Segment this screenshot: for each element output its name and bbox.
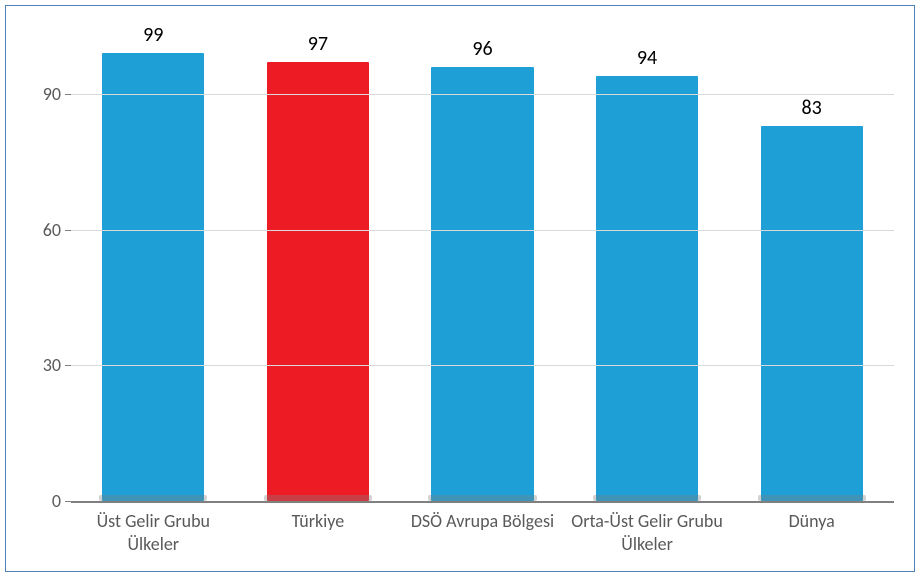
bar-slot: 99: [71, 26, 236, 501]
y-axis-label: 0: [52, 490, 71, 512]
plot-area: 9997969483 0306090: [71, 26, 894, 501]
bar-slot: 97: [236, 26, 401, 501]
bar: 83: [761, 126, 863, 501]
y-axis-label: 30: [43, 354, 71, 376]
bars-group: 9997969483: [71, 26, 894, 501]
x-axis-baseline: [71, 501, 894, 503]
grid-line: [71, 365, 894, 366]
y-axis-label: 60: [43, 219, 71, 241]
bar-value-label: 94: [637, 46, 657, 70]
bar-value-label: 99: [143, 23, 163, 47]
bar-value-label: 97: [308, 32, 328, 56]
x-axis-category-label: Orta-Üst Gelir Grubu Ülkeler: [565, 506, 730, 561]
x-axis-category-label: Türkiye: [236, 506, 401, 561]
bar: 99: [102, 53, 204, 501]
x-axis-category-label: DSÖ Avrupa Bölgesi: [400, 506, 565, 561]
bar-slot: 94: [565, 26, 730, 501]
x-axis-category-label: Üst Gelir Grubu Ülkeler: [71, 506, 236, 561]
grid-line: [71, 230, 894, 231]
y-axis-label: 90: [43, 83, 71, 105]
x-axis-labels: Üst Gelir Grubu ÜlkelerTürkiyeDSÖ Avrupa…: [71, 506, 894, 561]
bar: 97: [267, 62, 369, 501]
x-axis-category-label: Dünya: [729, 506, 894, 561]
bar: 96: [431, 67, 533, 501]
bar-slot: 83: [729, 26, 894, 501]
bar-value-label: 96: [472, 37, 492, 61]
grid-line: [71, 94, 894, 95]
chart-frame: 9997969483 0306090 Üst Gelir Grubu Ülkel…: [5, 5, 915, 572]
bar-value-label: 83: [802, 96, 822, 120]
bar: 94: [596, 76, 698, 501]
bar-slot: 96: [400, 26, 565, 501]
